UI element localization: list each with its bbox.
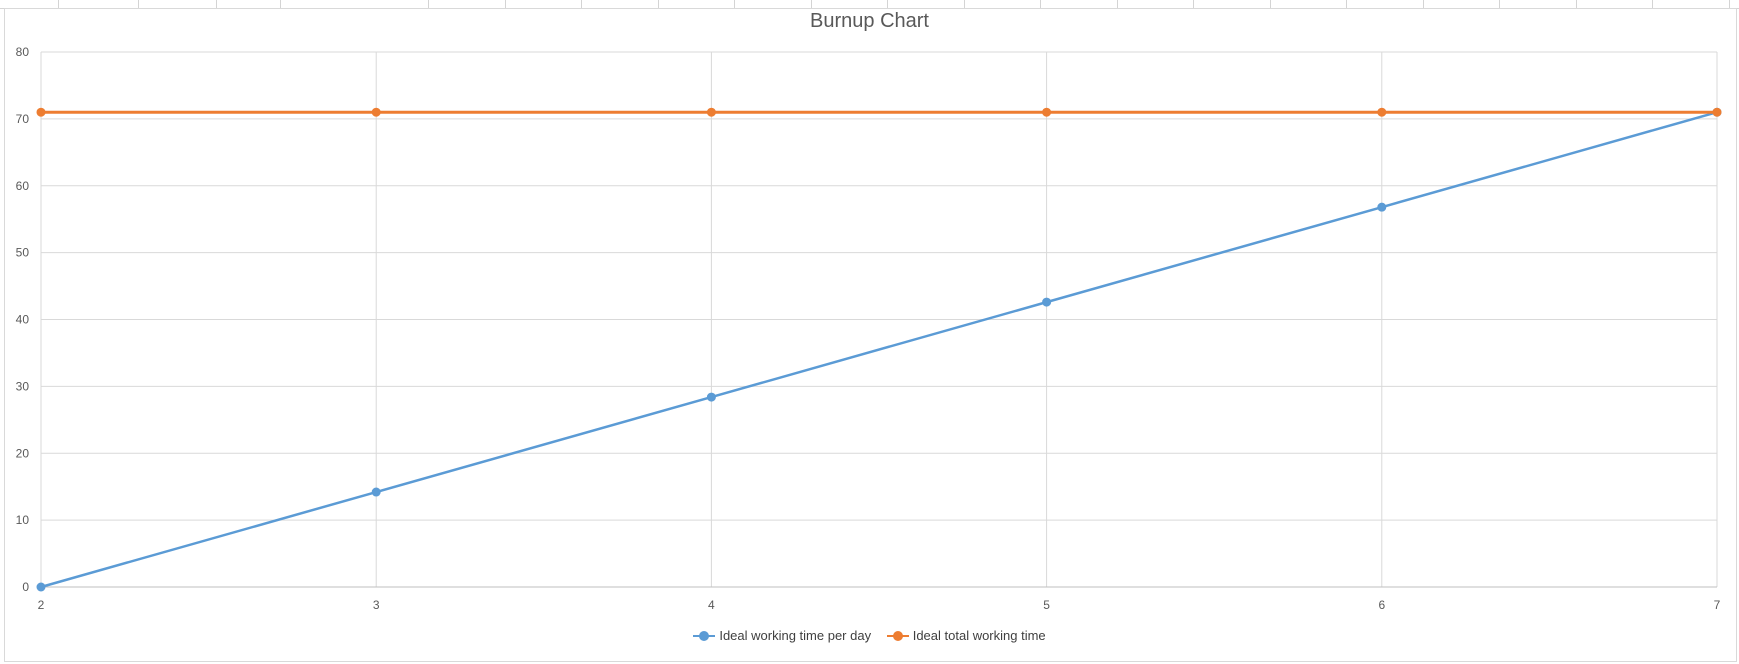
legend-label-series-2: Ideal total working time	[912, 628, 1046, 643]
chart-title: Burnup Chart	[810, 10, 929, 32]
sheet-column-divider	[0, 0, 1730, 8]
sheet-column-divider	[0, 0, 1041, 8]
y-tick-label: 60	[16, 179, 30, 193]
sheet-column-divider	[0, 0, 281, 8]
sheet-column-divider	[0, 0, 1347, 8]
data-point-series-2	[1712, 107, 1722, 117]
sheet-column-divider	[0, 0, 1577, 8]
x-tick-label: 6	[1378, 598, 1385, 612]
data-point-series-1	[371, 487, 381, 497]
y-tick-label: 30	[16, 379, 30, 393]
sheet-column-divider	[0, 0, 1424, 8]
data-point-series-1	[1042, 297, 1052, 307]
series-lines	[36, 107, 1722, 592]
sheet-column-divider	[0, 0, 659, 8]
sheet-column-divider	[0, 0, 1271, 8]
y-tick-label: 10	[16, 513, 30, 527]
sheet-column-divider	[0, 0, 429, 8]
legend-label-series-1: Ideal working time per day	[719, 628, 872, 643]
data-point-series-2	[1042, 107, 1052, 117]
sheet-column-divider	[0, 0, 59, 8]
data-point-series-1	[1377, 202, 1387, 212]
y-tick-label: 70	[16, 112, 30, 126]
series-line-1	[40, 110, 1718, 589]
chart-area[interactable]	[4, 8, 1737, 662]
legend-swatch-series-2	[886, 630, 909, 641]
data-point-series-2	[1377, 107, 1387, 117]
legend-item-series-2: Ideal total working time	[886, 628, 1046, 643]
sheet-column-divider	[0, 0, 1500, 8]
data-point-series-2	[36, 107, 46, 117]
sheet-column-divider	[0, 0, 1118, 8]
data-point-series-2	[706, 107, 716, 117]
y-tick-label: 20	[16, 446, 30, 460]
legend-item-series-1: Ideal working time per day	[693, 628, 871, 643]
grid-lines	[41, 51, 1718, 587]
y-tick-label: 50	[16, 246, 30, 260]
sheet-column-divider	[0, 0, 735, 8]
x-tick-label: 4	[708, 598, 715, 612]
sheet-column-divider	[0, 0, 965, 8]
sheet-column-divider	[0, 0, 1653, 8]
x-tick-label: 5	[1043, 598, 1050, 612]
sheet-column-divider	[0, 0, 217, 8]
tick-labels: 0 10 20 30 40 50 60 70 80 2 3 4 5 6 7	[16, 45, 1721, 612]
x-tick-label: 3	[373, 598, 380, 612]
sheet-column-divider	[0, 0, 1194, 8]
sheet-column-divider	[0, 0, 506, 8]
y-tick-label: 40	[16, 313, 30, 327]
sheet-column-divider	[0, 0, 888, 8]
legend-swatch-series-1	[693, 630, 716, 641]
data-point-series-2	[371, 107, 381, 117]
sheet-column-divider	[0, 0, 582, 8]
sheet-column-divider	[0, 0, 812, 8]
data-point-series-1	[706, 392, 716, 402]
x-tick-label: 2	[38, 598, 45, 612]
sheet-column-divider	[0, 0, 139, 8]
x-tick-label: 7	[1714, 598, 1721, 612]
y-tick-label: 80	[16, 45, 30, 59]
y-tick-label: 0	[22, 580, 29, 594]
data-point-series-1	[36, 582, 46, 592]
chart-legend: Ideal working time per day Ideal total w…	[0, 628, 1739, 644]
axes	[40, 52, 1717, 588]
